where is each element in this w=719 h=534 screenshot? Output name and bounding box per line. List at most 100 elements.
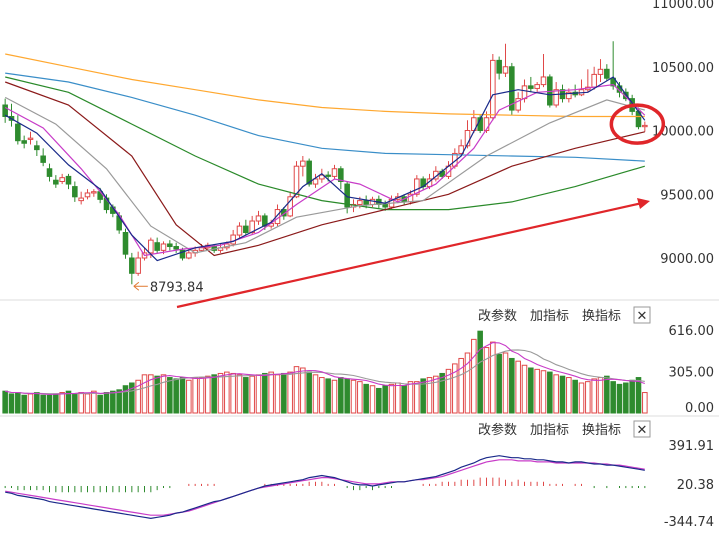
candle-body bbox=[604, 68, 610, 79]
macd-toolbar-change-params-button[interactable]: 改参数 bbox=[478, 422, 517, 438]
low-marker-arrowhead bbox=[133, 281, 140, 291]
volume-bar bbox=[433, 375, 439, 414]
candle-body bbox=[338, 168, 344, 182]
volume-bar bbox=[458, 357, 464, 414]
moving-average-line bbox=[5, 72, 645, 162]
candle-body bbox=[2, 104, 8, 117]
macd-toolbar-switch-indicator-button[interactable]: 换指标 bbox=[582, 423, 621, 438]
macd-tick-label: 391.91 bbox=[669, 439, 715, 454]
volume-bar bbox=[325, 378, 331, 414]
candle-body bbox=[502, 66, 509, 74]
candle-body bbox=[344, 183, 350, 208]
volume-bar bbox=[249, 375, 255, 414]
candle-body bbox=[129, 257, 135, 274]
volume-bar bbox=[610, 381, 616, 414]
volume-bar bbox=[338, 377, 344, 414]
candle-body bbox=[312, 178, 319, 185]
volume-toolbar-change-params-button[interactable]: 改参数 bbox=[478, 308, 517, 324]
candle-body bbox=[40, 155, 46, 163]
volume-bar bbox=[344, 378, 350, 414]
volume-bar bbox=[186, 379, 192, 414]
volume-bar bbox=[141, 374, 148, 414]
candle-body bbox=[566, 91, 572, 100]
volume-bar bbox=[585, 381, 591, 414]
volume-bar bbox=[224, 371, 230, 414]
volume-bar bbox=[452, 363, 458, 414]
candle-body bbox=[34, 145, 40, 151]
moving-average-line bbox=[4, 81, 645, 257]
macd-toolbar-close-button[interactable] bbox=[633, 420, 651, 438]
volume-bar bbox=[84, 393, 91, 414]
candle-body bbox=[331, 168, 338, 177]
volume-bar bbox=[59, 392, 65, 414]
candle-body bbox=[306, 160, 312, 185]
candle-body bbox=[135, 257, 141, 274]
volume-bar bbox=[243, 377, 249, 414]
volume-bar bbox=[72, 393, 78, 414]
volume-bar bbox=[192, 377, 198, 414]
candle-body bbox=[15, 123, 21, 142]
volume-bar bbox=[629, 379, 635, 414]
volume-bar bbox=[40, 394, 46, 414]
candle-body bbox=[610, 77, 616, 87]
volume-bar bbox=[217, 372, 224, 414]
volume-toolbar-close-button[interactable] bbox=[633, 306, 651, 324]
candle-body bbox=[642, 124, 648, 128]
volume-bar bbox=[230, 372, 236, 414]
volume-bar bbox=[2, 390, 8, 414]
candle-body bbox=[319, 174, 325, 180]
candle-body bbox=[540, 76, 547, 86]
candle-body bbox=[91, 191, 97, 194]
volume-bar bbox=[566, 377, 572, 414]
candle-body bbox=[490, 59, 496, 119]
macd-tick-label: 20.38 bbox=[677, 478, 714, 493]
volume-bar bbox=[502, 352, 509, 414]
volume-bar bbox=[53, 393, 59, 414]
candle-body bbox=[534, 84, 540, 89]
volume-bar bbox=[477, 330, 483, 414]
volume-bar bbox=[597, 377, 604, 414]
moving-average-line bbox=[5, 76, 645, 211]
candle-body bbox=[287, 196, 293, 217]
volume-bar bbox=[464, 352, 471, 414]
macd-toolbar-add-indicator-button[interactable]: 加指标 bbox=[530, 423, 569, 438]
candle-body bbox=[198, 247, 205, 251]
moving-average-line bbox=[4, 96, 645, 254]
candle-body bbox=[483, 117, 490, 131]
volume-tick-label: 305.00 bbox=[669, 365, 715, 380]
volume-bar bbox=[496, 353, 502, 414]
volume-bar bbox=[534, 368, 540, 414]
macd-tick-label: -344.74 bbox=[664, 515, 714, 530]
macd-dea-line bbox=[5, 459, 645, 516]
volume-bar bbox=[357, 381, 363, 414]
candle-body bbox=[72, 186, 78, 198]
macd-toolbar-close-icon[interactable]: ✕ bbox=[637, 423, 648, 438]
candle-body bbox=[414, 178, 420, 195]
volume-bar bbox=[262, 372, 268, 414]
volume-bar bbox=[363, 383, 369, 414]
uptrend-arrow bbox=[176, 202, 641, 309]
volume-bar bbox=[528, 367, 534, 414]
volume-bar bbox=[426, 377, 433, 414]
candle-body bbox=[243, 225, 249, 233]
candle-body bbox=[78, 197, 84, 202]
volume-bar bbox=[116, 389, 122, 414]
volume-bar bbox=[591, 378, 597, 414]
candle-body bbox=[300, 160, 306, 167]
volume-bar bbox=[306, 371, 312, 414]
volume-toolbar-add-indicator-button[interactable]: 加指标 bbox=[530, 309, 569, 324]
candle-body bbox=[154, 242, 160, 251]
volume-toolbar-close-icon[interactable]: ✕ bbox=[637, 309, 648, 324]
moving-average-line bbox=[4, 83, 646, 257]
candle-body bbox=[293, 165, 300, 198]
candle-body bbox=[65, 175, 72, 185]
volume-bar bbox=[414, 381, 420, 414]
candle-body bbox=[597, 68, 604, 75]
volume-bar bbox=[255, 374, 262, 414]
volume-bar bbox=[572, 379, 578, 414]
volume-toolbar-switch-indicator-button[interactable]: 换指标 bbox=[582, 309, 621, 324]
volume-bar bbox=[401, 385, 407, 414]
volume-bar bbox=[103, 392, 110, 414]
volume-bar bbox=[642, 392, 648, 414]
